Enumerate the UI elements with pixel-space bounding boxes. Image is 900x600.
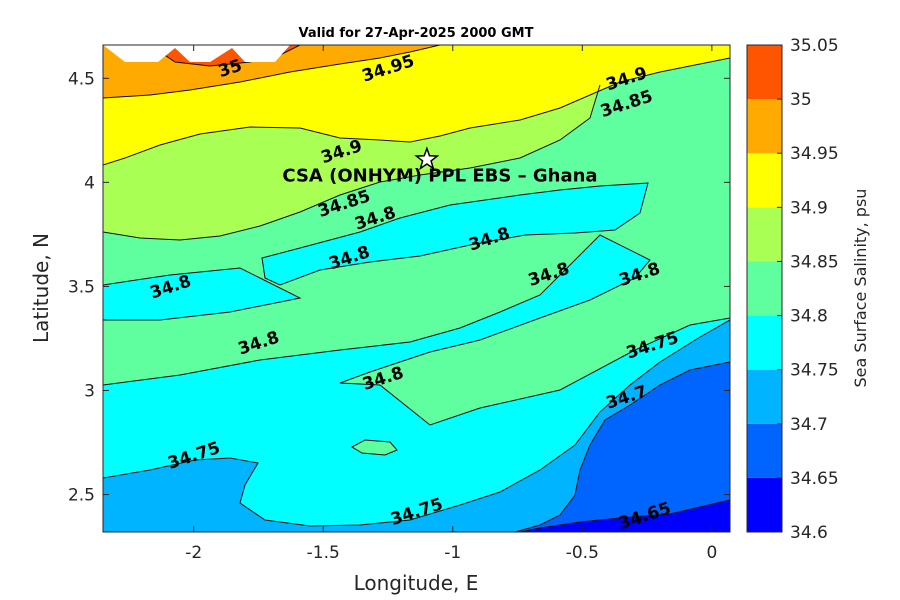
x-tick-label: -1 [444, 543, 461, 563]
colorbar-swatch [747, 207, 782, 262]
map-plot-area [103, 45, 730, 532]
band-34.85-34.9-lower [103, 85, 600, 240]
no-data-notch [103, 45, 290, 62]
isoline-34.85 [103, 84, 601, 241]
y-axis-label: Latitude, N [29, 233, 53, 343]
y-tick-label: 3.5 [68, 277, 95, 297]
colorbar-swatch [747, 477, 782, 532]
pocket-34.75-34.8 [261, 182, 649, 286]
site-star-marker [414, 146, 440, 171]
colorbar-swatch [747, 153, 782, 208]
island-34.8-34.85 [350, 439, 398, 456]
colorbar-tick-label: 34.8 [790, 307, 828, 327]
x-axis-ticks: -2 -1.5 -1 -0.5 0 [185, 45, 717, 563]
y-tick-label: 2.5 [68, 486, 95, 506]
colorbar-tick-label: 34.95 [790, 144, 839, 164]
colorbar-swatch [747, 45, 782, 100]
x-axis-label: Longitude, E [354, 571, 479, 595]
x-tick-label: -1.5 [307, 543, 340, 563]
colorbar-tick-label: 34.9 [790, 198, 828, 218]
x-tick-label: -2 [185, 543, 202, 563]
colorbar-swatch [747, 315, 782, 370]
y-axis-ticks: 2.5 3 3.5 4 4.5 [68, 69, 730, 506]
colorbar-swatch [747, 423, 782, 478]
colorbar-swatch [747, 261, 782, 316]
band-34.65-34.7 [514, 361, 730, 532]
colorbar-frame [746, 44, 783, 533]
colorbar-tick-label: 34.7 [790, 415, 828, 435]
y-tick-label: 3 [84, 381, 95, 401]
colorbar-swatch [747, 99, 782, 154]
y-tick-label: 4.5 [68, 69, 95, 89]
site-label: CSA (ONHYM) PPL EBS – Ghana [282, 165, 597, 186]
colorbar-tick-label: 35.05 [790, 36, 839, 56]
x-tick-label: 0 [706, 543, 717, 563]
colorbar-tick-label: 34.65 [790, 469, 839, 489]
colorbar: 34.6 34.65 34.7 34.75 34.8 34.85 34.9 34.95 35 35… [746, 36, 839, 543]
x-tick-label: -0.5 [566, 543, 599, 563]
y-tick-label: 4 [84, 173, 95, 193]
colorbar-tick-label: 34.75 [790, 361, 839, 381]
band-34.7-34.75 [103, 319, 730, 532]
band-34.6-34.65 [519, 499, 730, 532]
isoline-34.8-main [103, 234, 730, 426]
axes-frame [102, 44, 731, 533]
tongue-34.75-34.8 [103, 267, 302, 321]
colorbar-tick-label: 34.85 [790, 252, 839, 272]
colorbar-label: Sea Surface Salinity, psu [851, 189, 870, 388]
colorbar-tick-label: 35 [790, 90, 812, 110]
colorbar-swatch [747, 369, 782, 424]
site-layer: CSA (ONHYM) PPL EBS – Ghana [282, 146, 598, 186]
chart-title: Valid for 27-Apr-2025 2000 GMT [299, 26, 534, 41]
colorbar-tick-label: 34.6 [790, 523, 828, 543]
